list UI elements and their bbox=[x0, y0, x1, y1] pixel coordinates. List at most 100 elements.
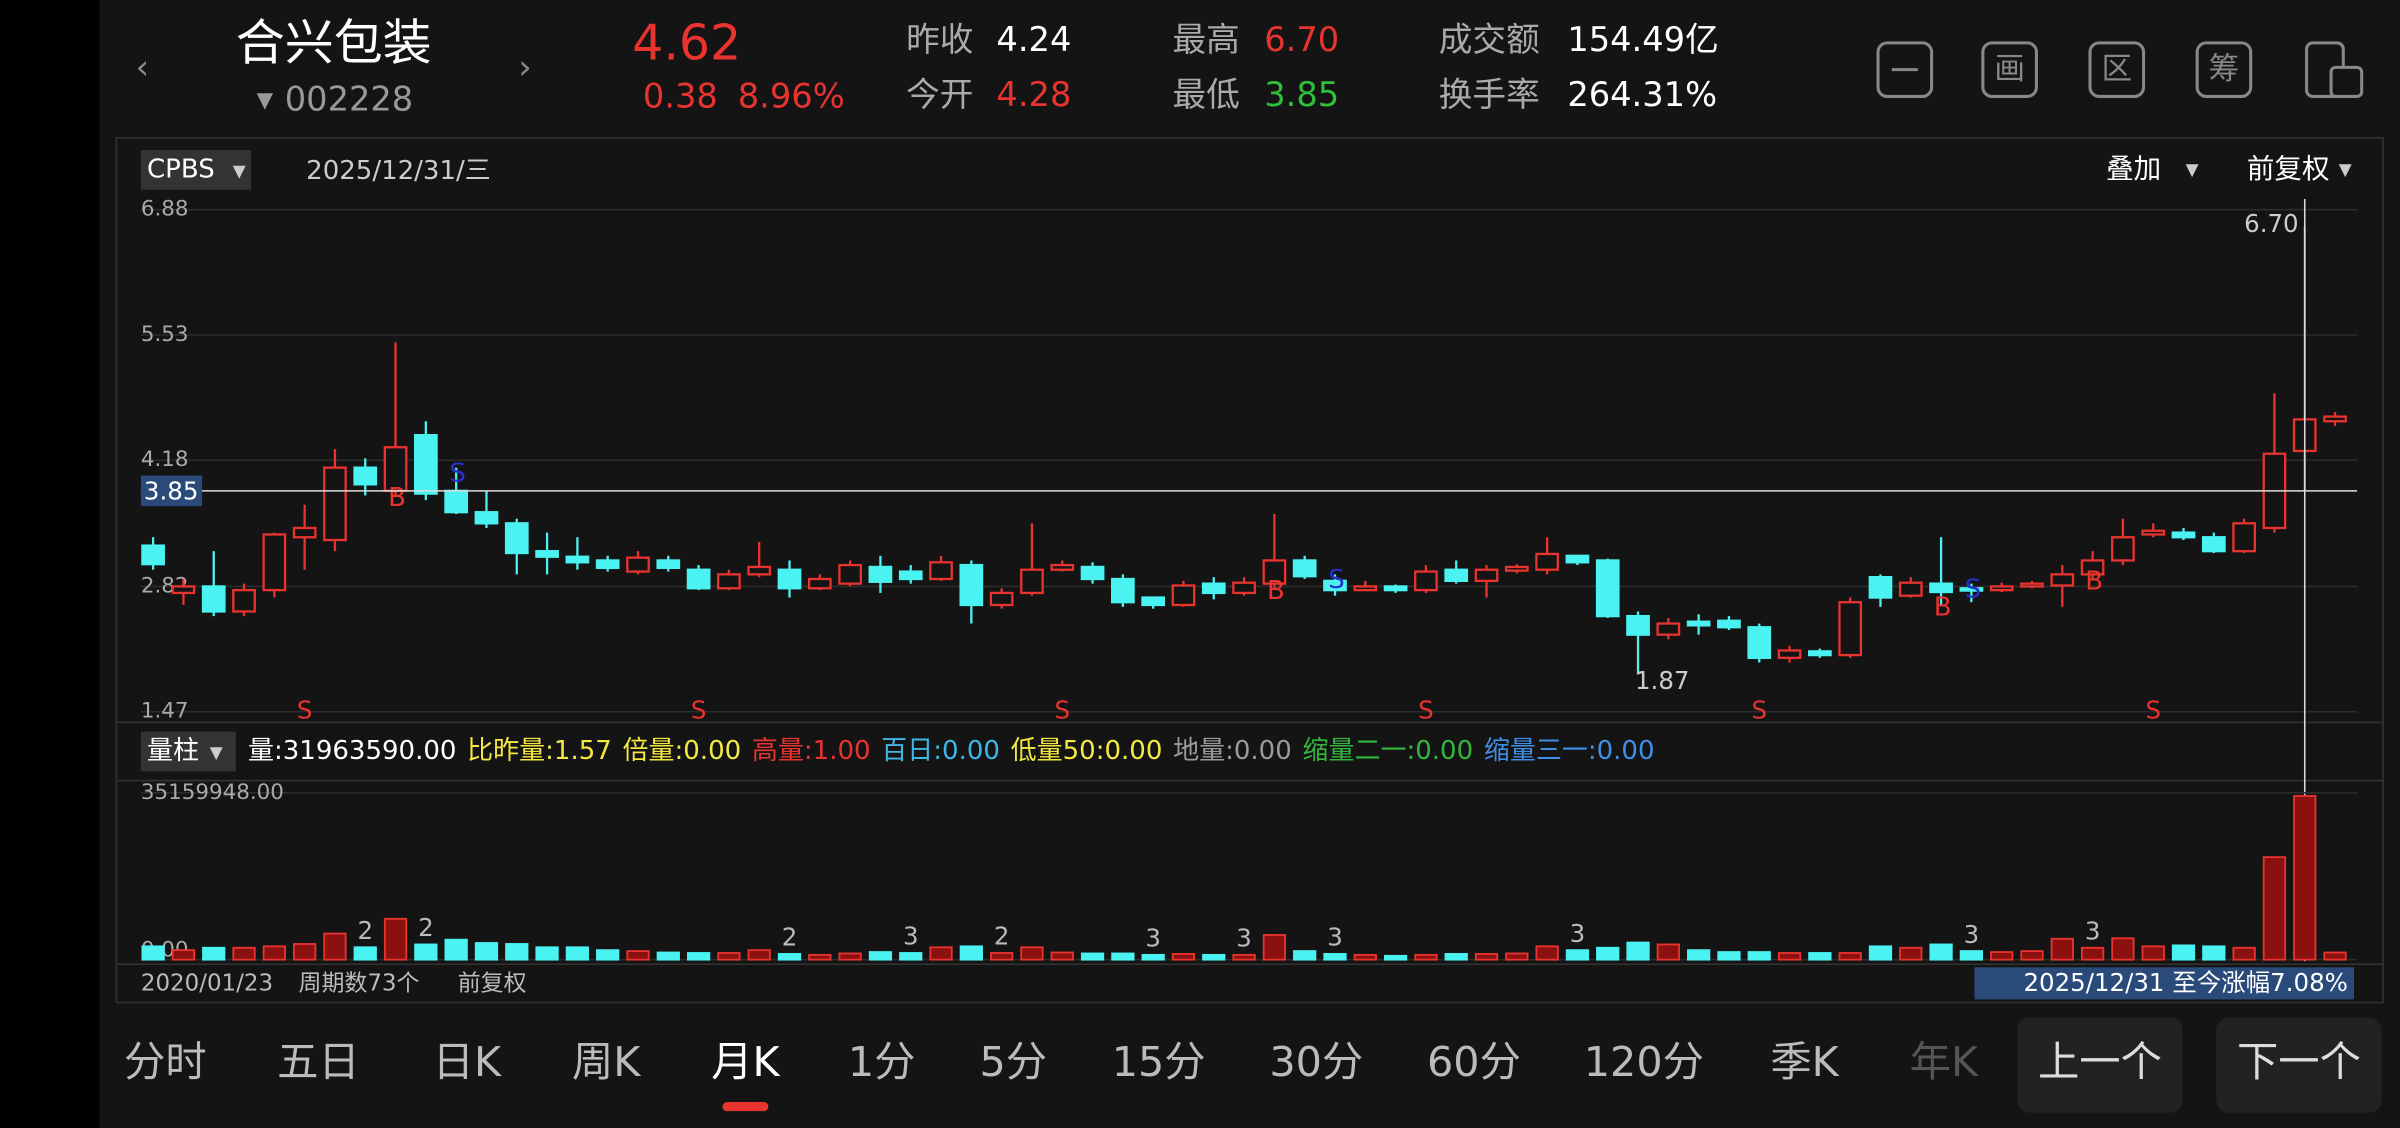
candle-body bbox=[1323, 579, 1347, 592]
overlay[interactable]: 叠加 bbox=[2106, 153, 2161, 185]
button-bg[interactable] bbox=[2017, 1017, 2183, 1113]
tab[interactable]: 年K bbox=[1910, 1038, 1979, 1086]
tab[interactable]: 120分 bbox=[1584, 1038, 1704, 1086]
candle-body bbox=[1535, 552, 1559, 571]
change: 0.38 bbox=[643, 76, 718, 115]
signal: S bbox=[1328, 565, 1345, 595]
vol-bar bbox=[1959, 950, 1984, 961]
candle-body bbox=[747, 565, 772, 576]
vol-bar bbox=[1293, 950, 1317, 961]
vol-bar bbox=[1171, 953, 1196, 961]
tab[interactable]: 季K bbox=[1770, 1038, 1839, 1086]
tab[interactable]: 1分 bbox=[848, 1038, 916, 1086]
candle-body bbox=[868, 565, 893, 583]
vol-bar bbox=[535, 946, 559, 961]
candle-body bbox=[232, 588, 256, 613]
candle-body bbox=[2323, 415, 2347, 423]
tab[interactable]: 分时 bbox=[124, 1038, 207, 1086]
tab[interactable]: 日K bbox=[433, 1038, 502, 1086]
vol-bar bbox=[1020, 946, 1044, 961]
signal: S bbox=[449, 458, 466, 488]
indicator[interactable]: CPBS bbox=[147, 154, 215, 184]
button-bg[interactable] bbox=[2216, 1017, 2382, 1113]
vol-mark: 3 bbox=[1145, 924, 1161, 953]
candle-body bbox=[1383, 585, 1408, 592]
signal: S bbox=[1965, 574, 1982, 604]
icon-box[interactable] bbox=[1876, 41, 1934, 98]
periods: 周期数73个 bbox=[299, 971, 420, 997]
vol-bar bbox=[1899, 946, 1923, 961]
candle-body bbox=[201, 585, 226, 613]
tab[interactable]: 周K bbox=[572, 1038, 641, 1086]
candle-body bbox=[989, 591, 1014, 607]
candle-body bbox=[1595, 559, 1620, 618]
vol-legend: 比昨量:1.57 bbox=[467, 736, 612, 766]
candle-body bbox=[474, 511, 499, 525]
bottom-signal: S bbox=[297, 696, 313, 725]
crosshair-box bbox=[140, 475, 203, 507]
vol-bar bbox=[1080, 952, 1105, 961]
button[interactable]: 上一个 bbox=[2038, 1038, 2162, 1086]
candle-body bbox=[1504, 565, 1529, 572]
tab[interactable]: 月K bbox=[711, 1038, 780, 1086]
icon-box[interactable] bbox=[2195, 41, 2253, 98]
vol-bar bbox=[1747, 951, 1771, 961]
tab[interactable]: 15分 bbox=[1112, 1038, 1206, 1086]
vol-mark: 2 bbox=[418, 913, 434, 942]
vol-mark: 2 bbox=[357, 916, 373, 945]
signal: B bbox=[1934, 593, 1952, 623]
vol-bar bbox=[1353, 953, 1377, 961]
candle-body bbox=[777, 568, 802, 590]
candle-body bbox=[1292, 559, 1317, 578]
tab-underline bbox=[722, 1101, 769, 1112]
vol-legend: 缩量二一:0.00 bbox=[1302, 736, 1473, 766]
stat-value: 6.70 bbox=[1264, 20, 1339, 59]
vol-bar bbox=[2293, 795, 2317, 961]
candle-body bbox=[292, 526, 317, 539]
vol-bar bbox=[596, 949, 620, 961]
candle-body bbox=[1080, 565, 1105, 581]
icon-box[interactable] bbox=[1981, 41, 2038, 98]
tab[interactable]: 5分 bbox=[979, 1038, 1047, 1086]
candle-body bbox=[1747, 626, 1772, 660]
button[interactable]: 下一个 bbox=[2237, 1038, 2361, 1086]
indicator-box[interactable] bbox=[140, 149, 252, 190]
prev-stock[interactable]: ‹ bbox=[136, 47, 149, 86]
candle-body bbox=[1686, 620, 1711, 627]
vol-tick-label: 35159948.00 bbox=[141, 780, 284, 805]
candle-body bbox=[1777, 649, 1802, 660]
tab[interactable]: 五日 bbox=[277, 1038, 360, 1086]
vol-bar bbox=[293, 943, 317, 961]
candle-body bbox=[959, 563, 984, 607]
icon-box[interactable] bbox=[2088, 41, 2146, 98]
range: 2025/12/31 至今涨幅7.08% bbox=[2023, 968, 2347, 997]
vol-legend: 百日:0.00 bbox=[881, 736, 1000, 766]
change-pct: 8.96% bbox=[738, 76, 845, 115]
bottom-signal: S bbox=[1054, 696, 1070, 725]
next-stock[interactable]: › bbox=[518, 47, 531, 86]
vol-label[interactable]: 量柱 bbox=[147, 736, 199, 766]
candle-body bbox=[2050, 573, 2075, 587]
vol-bar bbox=[1474, 953, 1499, 961]
vol-mark: 2 bbox=[782, 923, 798, 952]
candle-body bbox=[413, 434, 438, 495]
vol-box[interactable] bbox=[140, 731, 236, 772]
crosshair-label: 3.85 bbox=[144, 476, 198, 505]
stat-value: 4.24 bbox=[996, 20, 1071, 59]
caret: ▼ bbox=[2186, 159, 2199, 179]
vol-bar bbox=[717, 952, 741, 961]
tab[interactable]: 30分 bbox=[1269, 1038, 1363, 1086]
candle-body bbox=[565, 555, 590, 564]
tab[interactable]: 60分 bbox=[1427, 1038, 1521, 1086]
vol-bar bbox=[1868, 945, 1893, 961]
adjust[interactable]: 前复权 bbox=[2247, 153, 2330, 185]
stat-label: 今开 bbox=[906, 75, 973, 114]
candle-body bbox=[1414, 570, 1438, 592]
vol-bar bbox=[2232, 946, 2256, 961]
stock-code: 002228 bbox=[285, 80, 413, 119]
y-tick-label: 6.88 bbox=[141, 197, 189, 222]
code-caret[interactable]: ▼ bbox=[257, 88, 274, 113]
candle-body bbox=[2141, 529, 2166, 536]
